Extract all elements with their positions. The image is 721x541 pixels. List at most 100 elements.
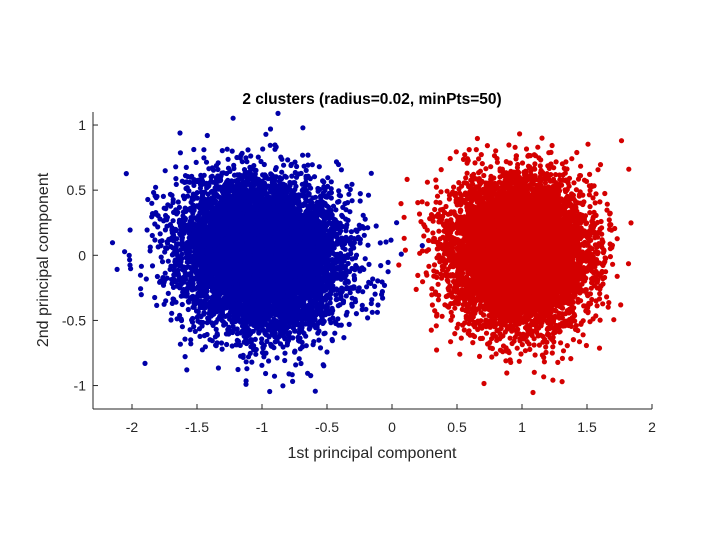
cluster-1-points xyxy=(109,110,425,395)
scatter-point xyxy=(153,184,159,190)
scatter-point xyxy=(162,270,168,276)
scatter-point xyxy=(225,165,232,171)
scatter-point xyxy=(219,346,225,352)
scatter-point xyxy=(193,159,199,165)
scatter-point xyxy=(260,146,266,152)
scatter-point xyxy=(165,290,171,296)
scatter-point xyxy=(261,161,267,168)
scatter-point xyxy=(274,355,280,361)
scatter-point xyxy=(154,193,160,200)
scatter-point xyxy=(179,301,185,308)
scatter-point xyxy=(255,154,261,160)
scatter-point xyxy=(294,163,300,170)
scatter-point xyxy=(330,307,336,314)
scatter-point xyxy=(142,360,148,366)
scatter-point xyxy=(279,156,285,162)
scatter-point xyxy=(363,306,369,312)
scatter-point xyxy=(160,193,166,199)
scatter-point xyxy=(346,321,352,327)
scatter-point xyxy=(144,227,150,233)
scatter-point xyxy=(143,276,149,282)
scatter-point xyxy=(224,341,230,348)
scatter-point xyxy=(173,181,179,187)
scatter-point xyxy=(372,291,378,297)
scatter-point xyxy=(185,306,191,313)
scatter-point xyxy=(224,146,230,152)
scatter-point xyxy=(155,244,161,250)
scatter-point xyxy=(328,190,334,196)
scatter-point xyxy=(359,306,365,313)
scatter-point xyxy=(249,359,255,365)
scatter-point xyxy=(176,204,182,210)
scatter-point xyxy=(221,319,227,325)
scatter-point xyxy=(353,252,360,258)
scatter-point xyxy=(149,200,155,206)
scatter-point xyxy=(215,365,221,371)
scatter-point xyxy=(160,275,166,281)
scatter-point xyxy=(292,348,298,354)
scatter-point xyxy=(316,164,322,170)
scatter-point xyxy=(340,204,346,210)
scatter-point xyxy=(349,181,355,187)
scatter-point xyxy=(380,295,386,301)
scatter-point xyxy=(329,338,335,344)
scatter-point xyxy=(123,171,129,177)
scatter-point xyxy=(235,366,241,373)
scatter-point xyxy=(157,238,163,245)
scatter-point xyxy=(378,263,384,269)
scatter-point xyxy=(289,173,295,179)
scatter-point xyxy=(357,198,363,204)
scatter-point xyxy=(338,322,344,328)
scatter-point xyxy=(362,256,368,262)
scatter-point xyxy=(368,170,374,176)
scatter-point xyxy=(177,312,183,318)
scatter-point xyxy=(245,354,252,360)
scatter-point xyxy=(114,266,120,272)
scatter-point xyxy=(335,303,341,309)
scatter-point xyxy=(157,231,163,237)
scatter-point xyxy=(347,290,353,296)
scatter-point xyxy=(342,246,348,252)
scatter-point xyxy=(177,130,183,136)
scatter-point xyxy=(325,175,331,181)
scatter-point xyxy=(174,236,180,242)
scatter-point xyxy=(158,254,164,260)
scatter-point xyxy=(177,150,183,156)
scatter-point xyxy=(419,243,425,249)
scatter-point xyxy=(162,227,168,233)
scatter-point xyxy=(151,189,157,196)
scatter-point xyxy=(173,164,179,170)
scatter-point xyxy=(218,340,225,346)
scatter-point xyxy=(244,366,250,372)
scatter-point xyxy=(147,248,153,254)
scatter-point xyxy=(267,388,273,395)
scatter-point xyxy=(137,272,144,278)
scatter-point xyxy=(341,335,347,341)
scatter-point xyxy=(173,299,179,305)
scatter-point xyxy=(305,173,311,179)
scatter-point xyxy=(290,378,296,384)
scatter-point xyxy=(300,152,306,158)
scatter-point xyxy=(210,167,217,173)
scatter-point xyxy=(149,232,155,239)
scatter-point xyxy=(187,327,193,333)
scatter-point xyxy=(149,263,156,269)
scatter-point xyxy=(332,330,338,336)
scatter-point xyxy=(225,156,231,162)
scatter-point xyxy=(170,218,176,224)
scatter-point xyxy=(163,298,169,304)
scatter-point xyxy=(138,292,144,298)
scatter-point xyxy=(289,372,295,378)
scatter-point xyxy=(349,198,355,204)
scatter-point xyxy=(311,174,318,180)
chart-title: 2 clusters (radius=0.02, minPts=50) xyxy=(242,91,501,108)
scatter-point xyxy=(206,166,212,172)
scatter-point xyxy=(266,358,272,364)
scatter-point xyxy=(359,302,365,308)
scatter-points xyxy=(109,110,634,396)
scatter-point xyxy=(127,227,133,233)
scatter-point xyxy=(351,277,358,283)
scatter-point xyxy=(229,148,235,154)
scatter-point xyxy=(355,234,361,240)
